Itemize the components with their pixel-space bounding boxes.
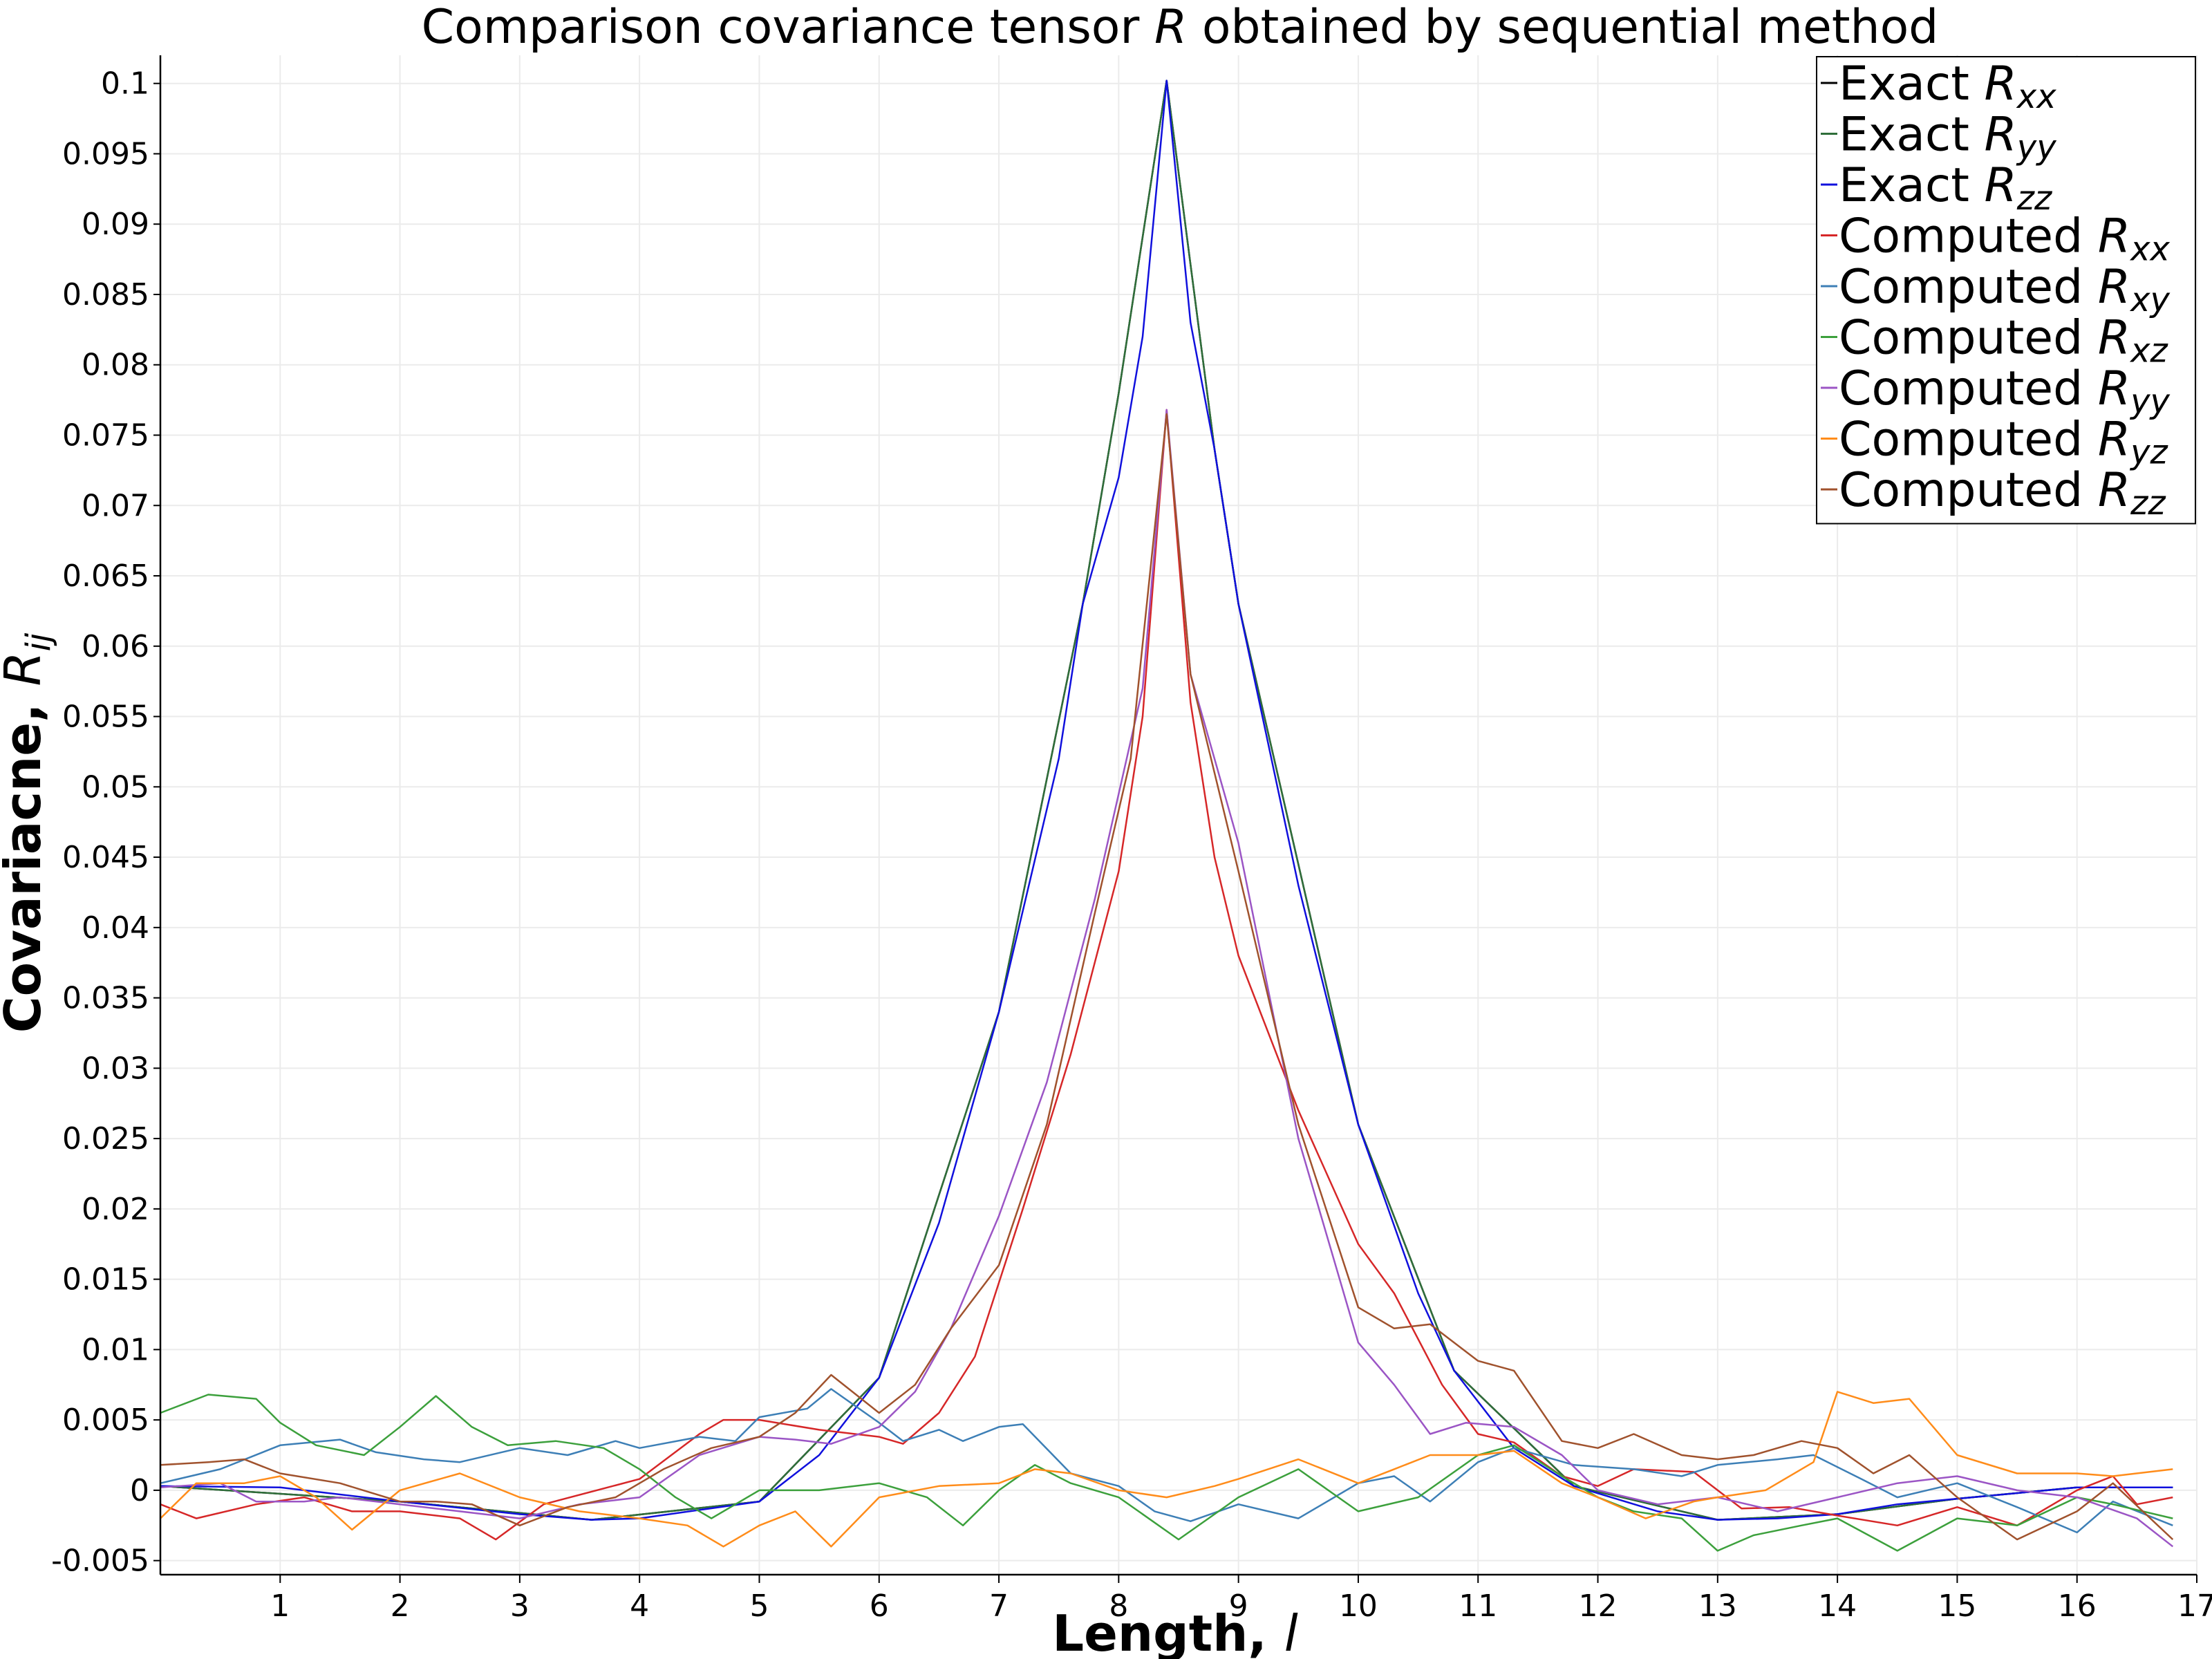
y-axis-title: Covariacne, Rij [0, 632, 58, 1033]
y-tick-label: 0.01 [82, 1332, 149, 1367]
y-tick-label: 0.065 [62, 559, 149, 594]
chart-title: Comparison covariance tensor R obtained … [422, 0, 1939, 55]
y-tick-label: 0.05 [82, 769, 149, 805]
legend-label: Exact Rxx [1839, 57, 2056, 116]
series-layer [160, 79, 2174, 1552]
x-tick-label: 2 [391, 1588, 410, 1624]
x-tick-label: 16 [2058, 1588, 2097, 1624]
y-tick-label: 0 [130, 1473, 149, 1508]
legend-entry: Computed Ryy [1821, 362, 2171, 421]
y-tick-label: 0.03 [82, 1051, 149, 1086]
legend-entry: Computed Ryz [1821, 413, 2169, 472]
x-tick-label: 6 [870, 1588, 889, 1624]
series-line-computed-rxz [160, 1394, 2173, 1552]
y-tick-label: 0.1 [101, 66, 149, 102]
legend-label: Computed Ryz [1839, 413, 2169, 472]
y-tick-label: 0.025 [62, 1121, 149, 1156]
legend-label: Exact Rzz [1839, 158, 2053, 218]
x-tick-label: 14 [1818, 1588, 1857, 1624]
x-tick-label: 5 [749, 1588, 769, 1624]
series-line-computed-rxx [160, 409, 2173, 1541]
grid-layer [160, 55, 2197, 1575]
legend-box [1816, 56, 2196, 525]
y-tick-label: -0.005 [51, 1544, 149, 1579]
legend-entry: Exact Rzz [1821, 158, 2053, 218]
y-tick-label: 0.035 [62, 981, 149, 1016]
x-tick-label: 9 [1229, 1588, 1248, 1624]
series-line-computed-ryy [160, 409, 2174, 1548]
legend-label: Computed Rxz [1839, 311, 2169, 371]
x-tick-label: 12 [1579, 1588, 1618, 1624]
legend-entry: Computed Rxy [1821, 260, 2171, 319]
legend-entry: Exact Rxx [1821, 57, 2056, 116]
legend-label: Computed Rzz [1839, 463, 2166, 523]
x-tick-label: 13 [1698, 1588, 1737, 1624]
x-tick-label: 4 [630, 1588, 649, 1624]
series-line-computed-ryz [160, 1391, 2173, 1548]
y-tick-label: 0.07 [82, 488, 149, 523]
y-tick-label: 0.02 [82, 1192, 149, 1227]
series-line-computed-rzz [160, 413, 2174, 1541]
x-tick-label: 10 [1339, 1588, 1378, 1624]
x-tick-label: 17 [2177, 1588, 2212, 1624]
series-line-computed-rxy [160, 1388, 2173, 1534]
legend-entry: Computed Rzz [1821, 463, 2166, 523]
x-tick-label: 3 [510, 1588, 529, 1624]
y-tick-label: 0.095 [62, 136, 149, 171]
legend-label: Computed Ryy [1839, 362, 2171, 421]
y-tick-label: 0.08 [82, 348, 149, 383]
y-tick-label: 0.09 [82, 207, 149, 242]
axis-layer: -0.005 0 0.005 0.01 0.015 0.02 0.025 0.03 0.035 0… [51, 55, 2212, 1624]
x-tick-label: 1 [270, 1588, 290, 1624]
x-tick-label: 11 [1459, 1588, 1497, 1624]
y-tick-label: 0.085 [62, 277, 149, 312]
legend-entry: Exact Ryy [1821, 108, 2056, 167]
legend-label: Computed Rxx [1839, 209, 2171, 269]
x-tick-label: 7 [989, 1588, 1009, 1624]
legend-entry: Computed Rxx [1821, 209, 2171, 269]
y-tick-label: 0.075 [62, 418, 149, 453]
series-line-exact-rzz [160, 79, 2173, 1521]
x-tick-label: 8 [1109, 1588, 1128, 1624]
y-tick-label: 0.06 [82, 629, 149, 664]
y-tick-label: 0.04 [82, 910, 149, 946]
legend-label: Exact Ryy [1839, 108, 2056, 167]
x-axis-title: Length, l [1052, 1604, 1298, 1659]
legend-label: Computed Rxy [1839, 260, 2171, 319]
y-tick-label: 0.055 [62, 700, 149, 735]
x-tick-label: 15 [1938, 1588, 1976, 1624]
y-tick-label: 0.045 [62, 840, 149, 875]
legend-entry: Computed Rxz [1821, 311, 2169, 371]
y-tick-label: 0.005 [62, 1403, 149, 1438]
y-tick-label: 0.015 [62, 1262, 149, 1297]
